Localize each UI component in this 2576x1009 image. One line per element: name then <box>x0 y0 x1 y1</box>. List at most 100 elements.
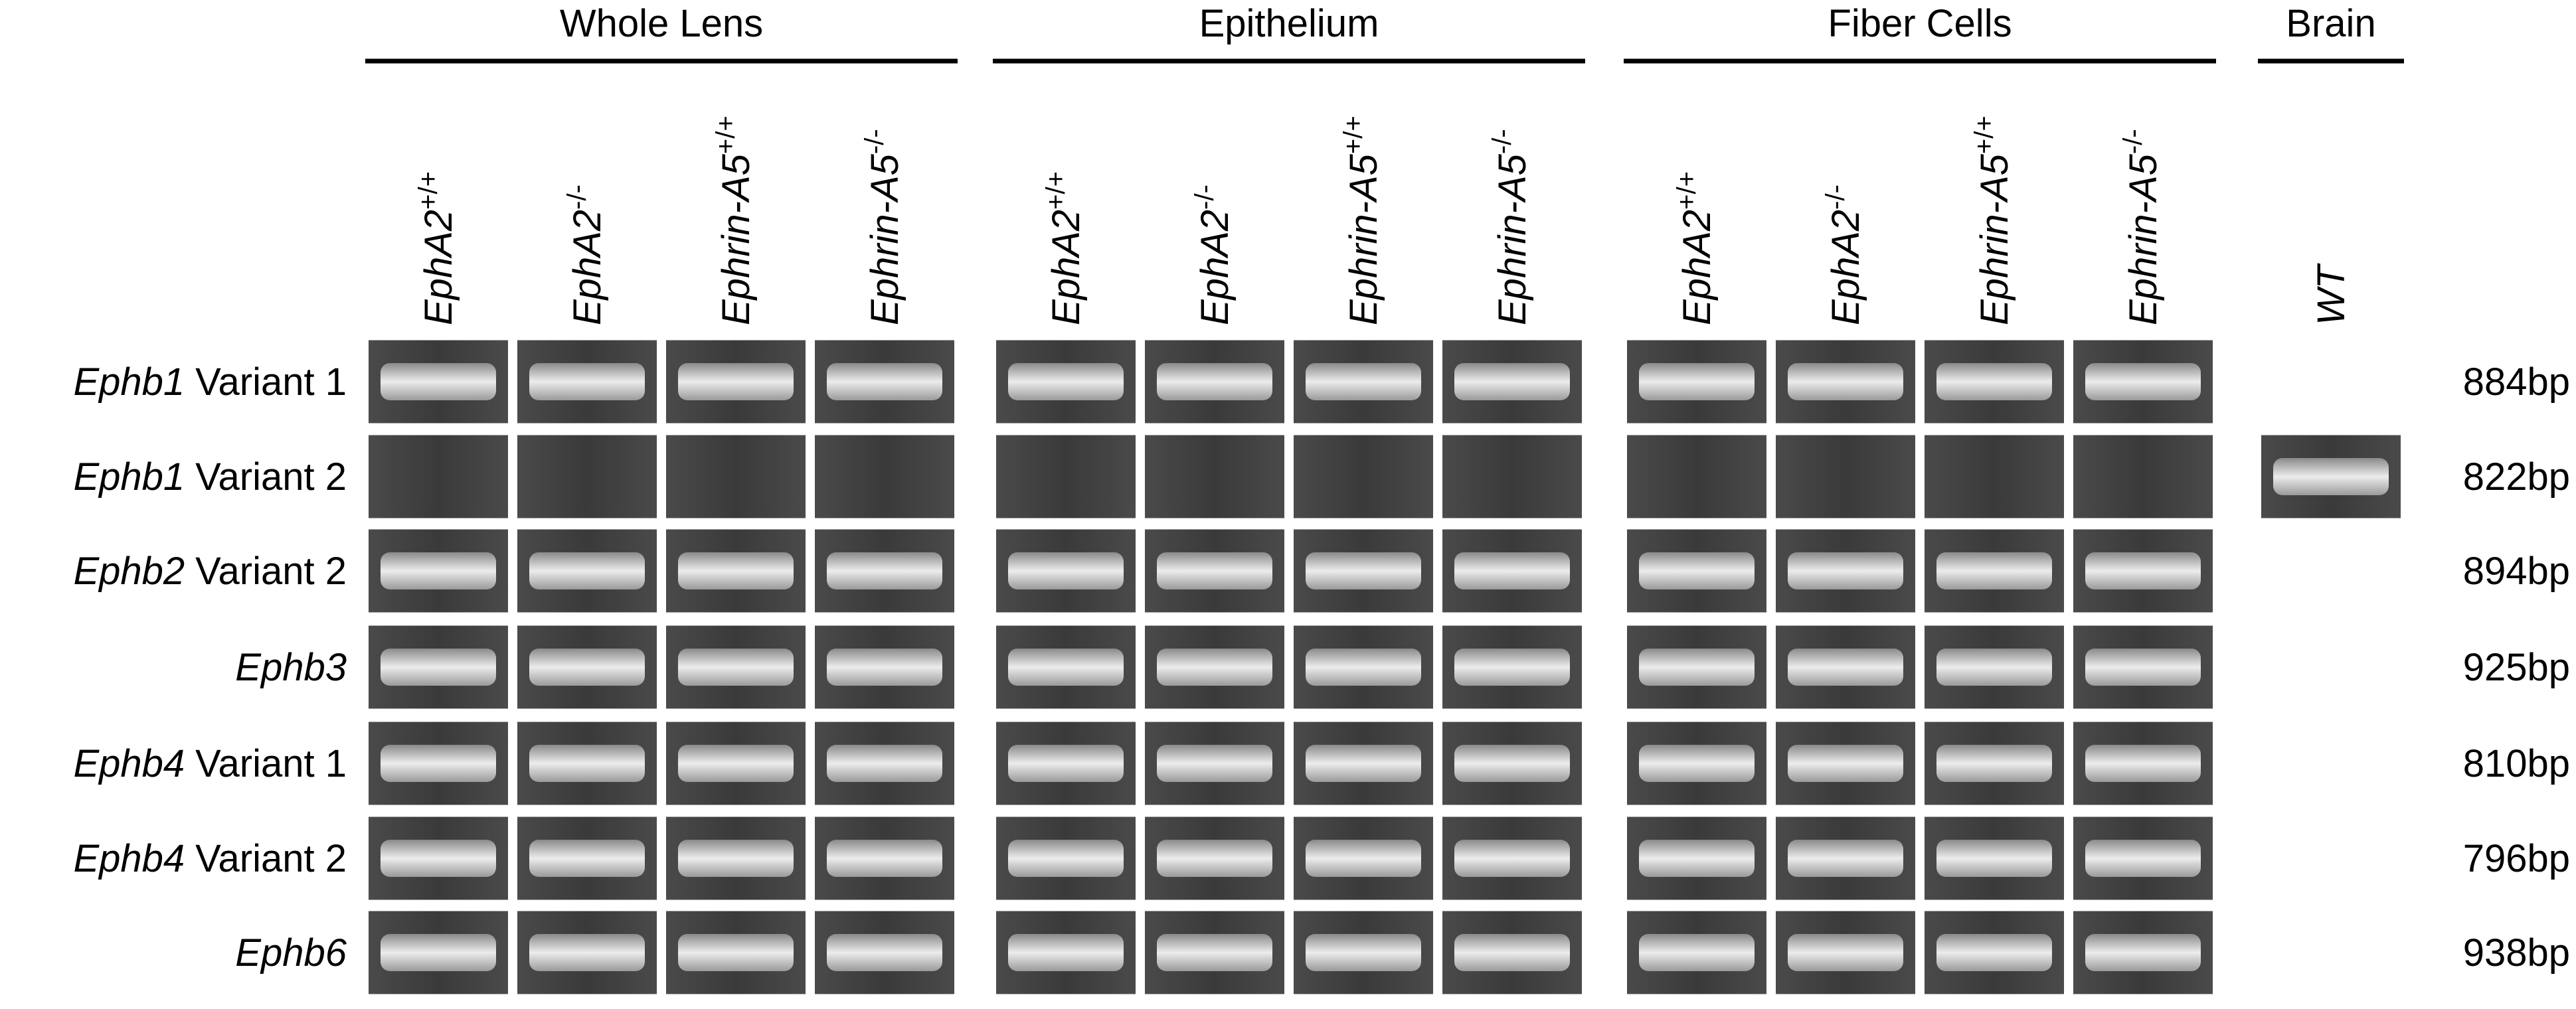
gel-band <box>1157 649 1272 686</box>
gel-band <box>1306 552 1421 589</box>
band-size: 925bp <box>2463 646 2570 689</box>
gel-band <box>1788 363 1903 400</box>
gene-name: Ephb3 <box>235 646 347 689</box>
gel-band <box>1008 840 1124 877</box>
gene-name: Ephb6 <box>235 931 347 974</box>
row-label: Ephb1 Variant 2 <box>73 455 347 499</box>
variant: Variant 1 <box>195 742 347 785</box>
group-title: Epithelium <box>1199 2 1379 45</box>
gel-band <box>1454 552 1570 589</box>
gel-band <box>1157 934 1272 971</box>
lane-name: Ephrin-A5 <box>1491 153 1534 325</box>
lane-name: EphA2 <box>1193 210 1237 325</box>
row-label: Ephb4 Variant 2 <box>73 837 347 880</box>
gel-band <box>1639 745 1755 782</box>
gel-band <box>1639 649 1755 686</box>
lane-label: Ephrin-A5+/+ <box>711 116 758 325</box>
gel-band <box>1157 745 1272 782</box>
gel-band <box>1157 552 1272 589</box>
lane-label: Ephrin-A5-/- <box>1488 129 1534 325</box>
lane-genotype: +/+ <box>1041 171 1071 210</box>
lane-name: EphA2 <box>1824 210 1867 325</box>
gel-band <box>1008 745 1124 782</box>
gel-lane <box>369 435 508 518</box>
gel-band <box>1157 840 1272 877</box>
gene-name: Ephb2 <box>73 550 185 593</box>
gel-band <box>1639 363 1755 400</box>
gel-band <box>2085 363 2201 400</box>
lane-genotype: -/- <box>1821 185 1850 210</box>
gel-lane <box>2073 435 2213 518</box>
band-size: 938bp <box>2463 931 2570 974</box>
gel-band <box>1936 934 2052 971</box>
lane-name: EphA2 <box>1675 210 1719 325</box>
gel-band <box>381 840 496 877</box>
gel-band <box>1788 934 1903 971</box>
lane-name: Ephrin-A5 <box>863 153 906 325</box>
variant: Variant 2 <box>195 455 347 499</box>
gel-lane <box>1925 435 2064 518</box>
lane-name: Ephrin-A5 <box>715 153 758 325</box>
lane-name: Ephrin-A5 <box>2122 153 2165 325</box>
row-label: Ephb4 Variant 1 <box>73 742 347 785</box>
gel-band <box>1454 363 1570 400</box>
gel-band <box>1936 363 2052 400</box>
lane-genotype: -/- <box>2118 129 2148 154</box>
gel-band <box>529 840 645 877</box>
gel-band <box>1788 745 1903 782</box>
gel-band <box>1008 649 1124 686</box>
gel-band <box>1936 649 2052 686</box>
band-size: 822bp <box>2463 455 2570 499</box>
row-label: Ephb3 <box>235 646 347 689</box>
row-label: Ephb1 Variant 1 <box>73 360 347 404</box>
lane-name: Ephrin-A5 <box>1342 153 1385 325</box>
gel-lane <box>666 435 806 518</box>
gel-lane <box>1627 435 1766 518</box>
gel-band <box>827 649 942 686</box>
lane-genotype: +/+ <box>711 116 740 154</box>
row-label: Ephb6 <box>235 931 347 974</box>
gel-band <box>529 934 645 971</box>
band-size: 894bp <box>2463 550 2570 593</box>
gel-lane <box>517 435 657 518</box>
gel-band <box>1788 840 1903 877</box>
gel-band <box>2085 552 2201 589</box>
lane-genotype: +/+ <box>1970 116 1999 154</box>
lane-label: EphA2+/+ <box>1041 171 1088 325</box>
gel-lane <box>1145 435 1284 518</box>
variant: Variant 2 <box>195 550 347 593</box>
lane-label: EphA2+/+ <box>414 171 460 325</box>
gel-band <box>1936 840 2052 877</box>
gel-band <box>2085 840 2201 877</box>
lane-name: Ephrin-A5 <box>1973 153 2016 325</box>
gene-name: Ephb4 <box>73 837 185 880</box>
gel-band <box>529 649 645 686</box>
gel-band <box>827 363 942 400</box>
gel-band <box>678 840 794 877</box>
lane-name: WT <box>2310 263 2353 325</box>
lane-label: Ephrin-A5-/- <box>2118 129 2165 325</box>
gel-band <box>2085 649 2201 686</box>
gel-band <box>678 363 794 400</box>
gel-band <box>1306 363 1421 400</box>
gel-band <box>381 552 496 589</box>
gel-band <box>1936 745 2052 782</box>
gel-band <box>1157 363 1272 400</box>
lane-label: EphA2-/- <box>1190 185 1237 325</box>
gel-band <box>678 934 794 971</box>
gel-lane <box>815 435 954 518</box>
lane-genotype: -/- <box>562 185 592 210</box>
gel-band <box>1454 649 1570 686</box>
gel-band <box>1454 840 1570 877</box>
lane-name: EphA2 <box>566 210 609 325</box>
lane-genotype: +/+ <box>1672 171 1701 210</box>
gel-band <box>381 934 496 971</box>
gel-band <box>1639 934 1755 971</box>
gel-band <box>678 552 794 589</box>
lane-label: Ephrin-A5+/+ <box>1339 116 1385 325</box>
lane-label: WT <box>2310 263 2353 325</box>
lane-genotype: -/- <box>860 129 889 154</box>
gel-lane <box>1776 435 1915 518</box>
gel-band <box>678 745 794 782</box>
